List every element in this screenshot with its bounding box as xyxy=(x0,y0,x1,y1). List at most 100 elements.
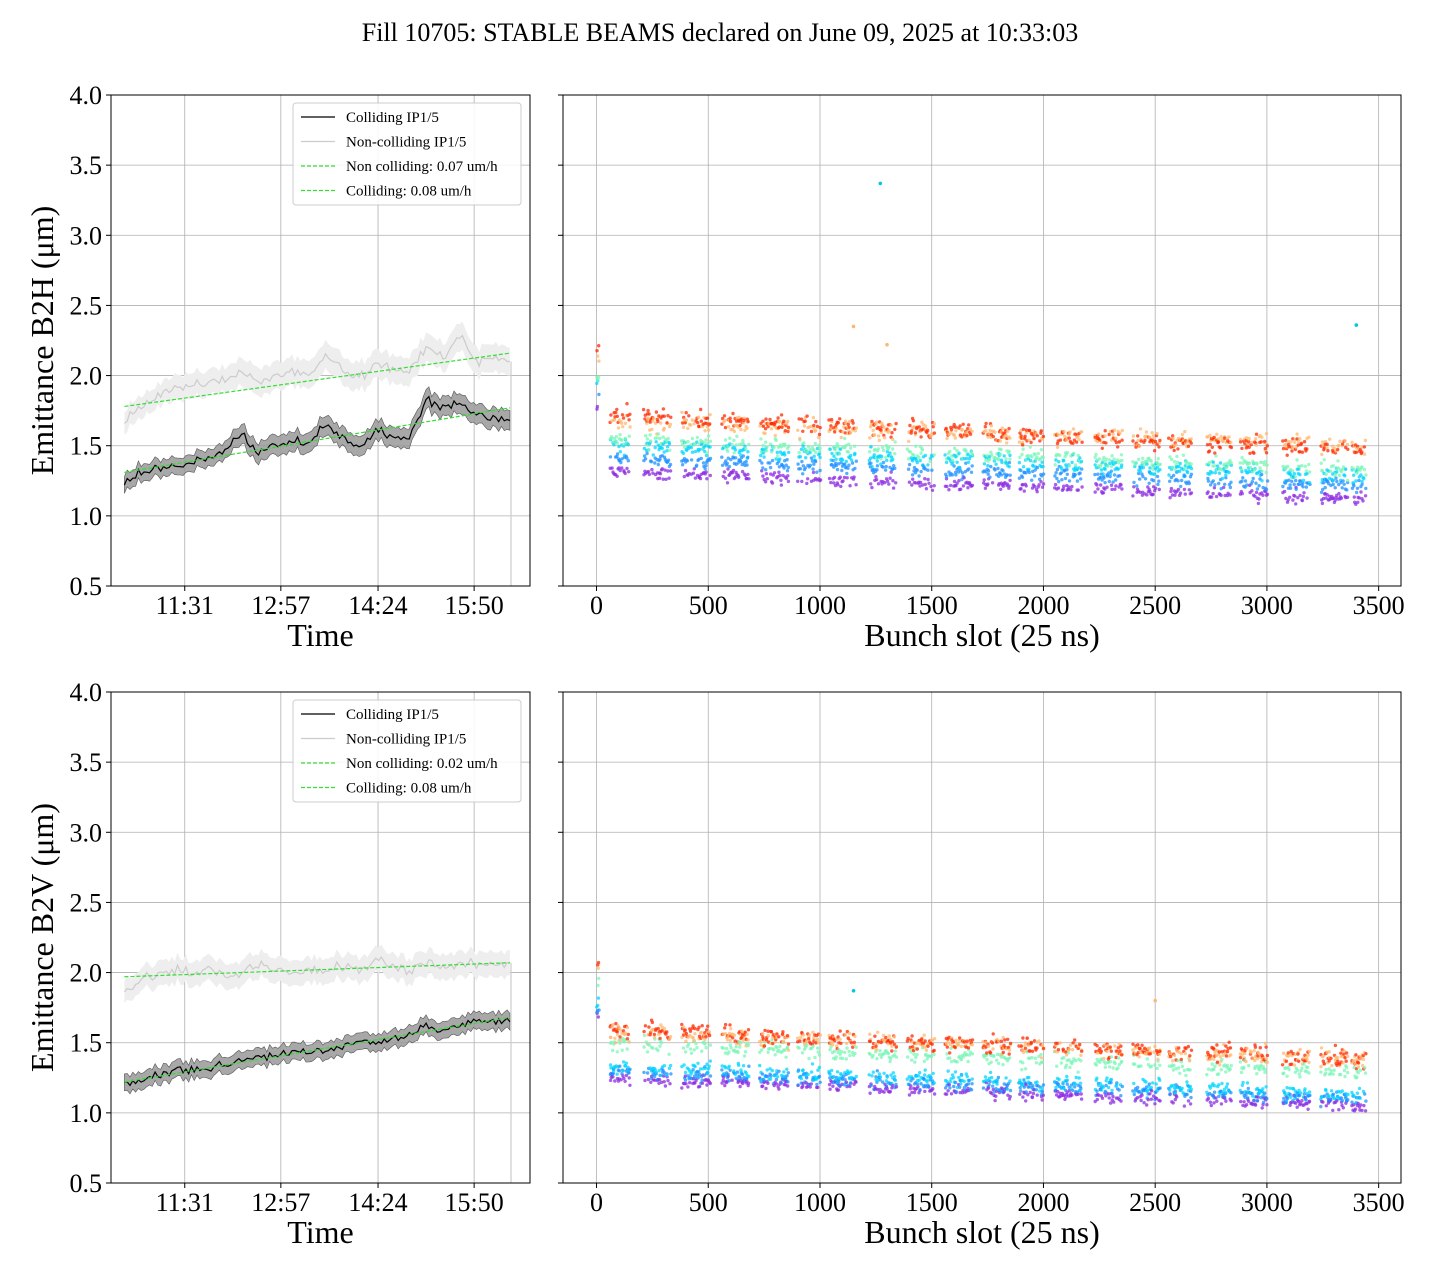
bunch-point xyxy=(1350,440,1354,444)
bunch-point xyxy=(1216,440,1221,444)
bunch-point xyxy=(688,423,693,427)
bunch-point xyxy=(1039,448,1044,452)
bunch-point xyxy=(893,1074,897,1079)
bunch-point xyxy=(1007,460,1012,465)
bunch-point xyxy=(1263,1070,1267,1075)
bunch-point xyxy=(1067,479,1072,483)
bunch-point xyxy=(1208,1057,1213,1062)
bunch-point xyxy=(642,1033,647,1038)
bunch-point xyxy=(1172,1053,1177,1058)
bunch-point xyxy=(1188,1102,1193,1106)
bunch-point xyxy=(660,467,664,471)
bunch-point xyxy=(926,428,930,433)
bunch-point xyxy=(1323,439,1328,444)
bunch-point xyxy=(982,478,986,482)
bunch-point xyxy=(848,484,852,488)
bunch-point xyxy=(1096,432,1101,436)
bunch-point xyxy=(1168,1052,1173,1056)
bunch-point xyxy=(1289,1095,1293,1099)
bunch-point xyxy=(892,1035,896,1039)
bunch-point xyxy=(1065,1082,1070,1086)
bunch-point xyxy=(1251,1094,1255,1098)
bunch-point xyxy=(1172,1063,1176,1068)
bunch-point xyxy=(762,1044,767,1048)
bunch-point xyxy=(949,483,953,488)
bunch-point xyxy=(696,415,701,419)
bunch-point xyxy=(849,458,854,462)
bunch-point xyxy=(911,477,915,481)
bunch-point xyxy=(950,1073,955,1077)
bunch-point xyxy=(1000,460,1004,465)
bunch-point xyxy=(1035,434,1039,438)
bunch-point xyxy=(909,1084,913,1088)
bunch-point xyxy=(818,449,822,454)
bunch-point xyxy=(964,449,968,453)
bunch-point xyxy=(1281,439,1285,443)
bunch-point xyxy=(852,1077,857,1081)
bunch-point xyxy=(763,431,767,436)
bunch-point xyxy=(1137,1055,1141,1059)
bunch-point xyxy=(983,425,987,429)
bunch-point xyxy=(680,1086,684,1090)
outlier-point xyxy=(851,324,856,329)
bunch-point xyxy=(625,466,629,471)
bunch-point xyxy=(777,1087,781,1091)
bunch-point xyxy=(747,477,751,481)
bunch-point xyxy=(1252,451,1256,455)
bunch-point xyxy=(945,1045,949,1049)
bunch-point xyxy=(720,1081,724,1085)
bunch-point xyxy=(730,442,734,447)
bunch-point xyxy=(803,466,807,470)
bunch-point xyxy=(1307,462,1311,467)
bunch-point xyxy=(1152,449,1157,453)
bunch-point xyxy=(839,1049,844,1054)
bunch-point xyxy=(1260,1106,1264,1110)
bunch-point xyxy=(1151,1081,1155,1085)
bunch-point xyxy=(912,453,916,457)
bunch-point xyxy=(877,1053,882,1057)
bunch-point xyxy=(1307,1049,1312,1054)
bunch-point xyxy=(1178,461,1182,466)
bunch-point xyxy=(704,1035,708,1039)
bunch-point xyxy=(1254,432,1259,436)
bunch-point xyxy=(1040,437,1045,441)
bunch-point xyxy=(778,1044,782,1049)
bunch-point xyxy=(830,1068,834,1073)
bunch-point xyxy=(727,1064,731,1069)
bunch-point xyxy=(870,1074,874,1078)
bunch-point xyxy=(1171,434,1175,438)
bunch-point xyxy=(1068,1043,1073,1047)
bunch-point xyxy=(1187,1059,1192,1063)
bunch-point xyxy=(1264,1045,1268,1049)
bunch-point xyxy=(1008,436,1012,440)
bunch-point xyxy=(654,1071,658,1075)
bunch-point xyxy=(764,472,769,476)
bunch-point xyxy=(1005,441,1009,445)
bunch-point xyxy=(642,446,647,451)
bunch-point xyxy=(625,402,629,406)
bunch-point xyxy=(1071,441,1075,445)
bunch-point xyxy=(621,1060,626,1064)
bunch-point xyxy=(742,418,746,423)
bunch-point xyxy=(1252,1098,1256,1103)
bunch-point xyxy=(948,1051,952,1055)
bunch-point xyxy=(1361,1054,1365,1058)
bunch-point xyxy=(1153,486,1158,490)
bunch-point xyxy=(758,458,762,463)
bunch-point xyxy=(1054,458,1058,462)
bunch-point xyxy=(1342,1068,1347,1073)
bunch-point xyxy=(741,1064,746,1068)
bunch-point xyxy=(1248,465,1253,470)
bunch-point xyxy=(1262,1091,1267,1095)
bunch-point xyxy=(958,424,962,428)
bunch-point xyxy=(735,434,739,438)
outlier-point xyxy=(1153,998,1157,1003)
bunch-point xyxy=(1144,430,1149,434)
bunch-point xyxy=(1241,1080,1245,1085)
x-tick-label: 14:24 xyxy=(348,1188,407,1217)
x-axis-label: Bunch slot (25 ns) xyxy=(864,617,1100,653)
bunch-point xyxy=(905,447,909,451)
bunch-point xyxy=(988,475,992,479)
bunch-point xyxy=(1183,429,1187,434)
